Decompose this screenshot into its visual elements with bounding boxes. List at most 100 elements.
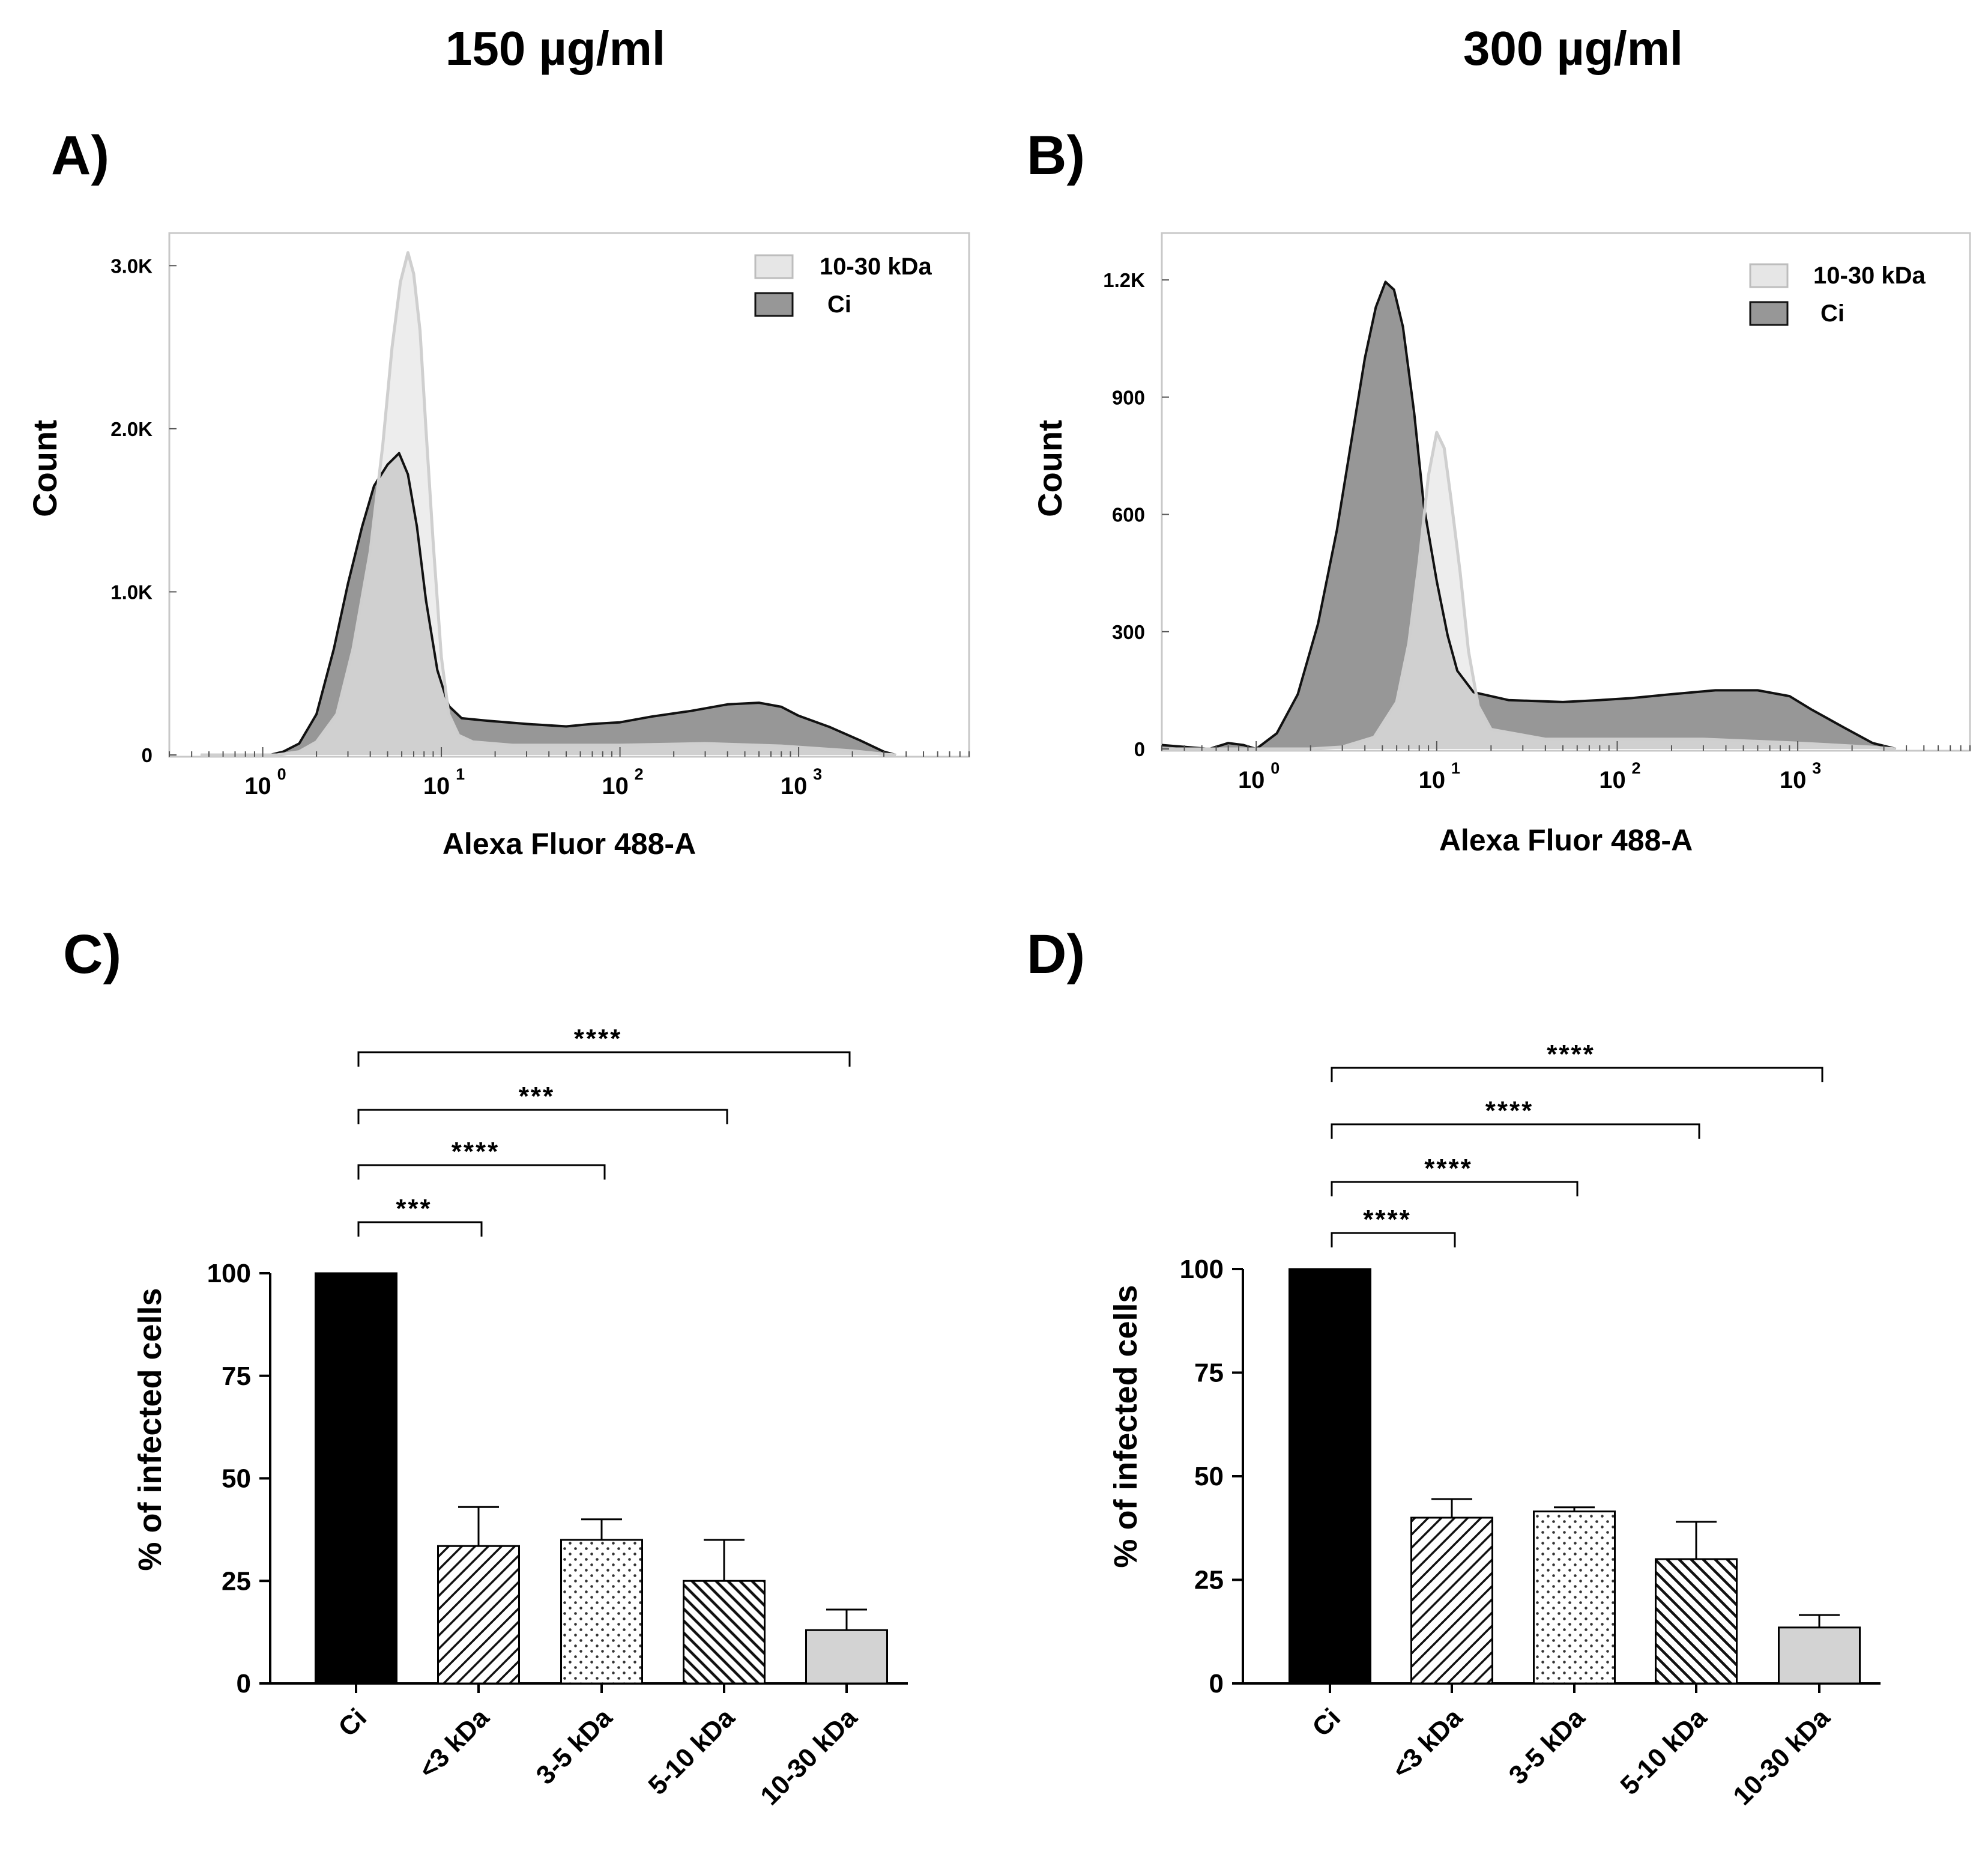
significance-bracket [357,1051,851,1067]
y-tick-label: 100 [1180,1255,1224,1284]
y-tick-label: 0 [142,744,153,766]
y-tick-label: 75 [222,1362,251,1391]
x-axis-label-b: Alexa Fluor 488-A [1439,823,1693,857]
histogram-panel-a: A) 10 0 10 1 10 2 10 3 0 1.0K 2.0K 3.0K 10-30 kDa C… [26,125,970,861]
bar-panel-c: C) 0 25 50 75 100 Ci <3 kDa 3-5 kDa 5-10 kDa 10-3… [63,924,908,1811]
x-tick-exponent: 1 [1451,759,1460,777]
x-tick-label: 10 [602,773,629,799]
x-tick-exponent: 2 [635,765,644,783]
bar-3-kda [437,1545,520,1685]
category-label-3-kda: <3 kDa [1386,1703,1468,1784]
bar-10-30-kda [805,1629,888,1685]
category-label-5-10-kda: 5-10 kDa [642,1703,740,1801]
legend-swatch-ci [1749,301,1789,326]
y-tick-label: 100 [207,1259,251,1288]
bar-10-30-kda [1778,1626,1861,1685]
x-tick-exponent: 0 [1270,759,1280,777]
y-tick-label: 0 [237,1669,251,1698]
significance-label: **** [574,1024,623,1053]
category-label-ci: Ci [333,1703,372,1742]
category-label-3-5-kda: 3-5 kDa [531,1703,618,1790]
x-axis-label-a: Alexa Fluor 488-A [443,827,696,861]
y-tick-label: 50 [222,1464,251,1494]
significance-bracket [1331,1181,1579,1196]
legend-label-10-30kda: 10-30 kDa [820,253,932,280]
x-tick-exponent: 3 [813,765,822,783]
y-tick-label: 300 [1112,621,1145,643]
bar-ci [1289,1268,1371,1685]
bar-ci [315,1272,397,1685]
panel-label-b: B) [1027,125,1085,186]
panel-label-d: D) [1027,924,1085,985]
plot-frame-a [168,232,970,758]
significance-label: **** [1424,1154,1473,1183]
legend-swatch-10-30kda [1749,263,1789,288]
significance-label: **** [1485,1096,1534,1125]
significance-bracket [357,1109,728,1124]
bar-3-5-kda [560,1539,643,1685]
significance-label: *** [519,1082,555,1111]
bar-5-10-kda [683,1580,766,1685]
significance-label: *** [396,1194,432,1223]
bar-panel-d: D) 0 25 50 75 100 Ci <3 kDa 3-5 kDa 5-10 kDa 10-3… [1027,924,1881,1811]
column-title-150: 150 µg/ml [446,22,665,75]
panel-label-c: C) [63,924,121,985]
legend-label-ci: Ci [827,291,851,318]
y-axis-label-a: Count [26,420,64,517]
y-tick-label: 75 [1194,1359,1224,1388]
y-axis-label-d: % of infected cells [1108,1285,1144,1568]
column-title-300: 300 µg/ml [1463,22,1683,75]
x-tick-exponent: 2 [1631,759,1640,777]
y-axis-label-c: % of infected cells [132,1288,168,1571]
x-tick-label: 10 [1780,767,1807,793]
histogram-fill-ci [201,453,896,755]
y-tick-label: 25 [1194,1566,1224,1595]
panel-label-a: A) [51,125,109,186]
significance-label: **** [452,1137,500,1166]
legend-label-10-30kda: 10-30 kDa [1813,262,1926,289]
bar-5-10-kda [1655,1558,1738,1685]
histogram-line-10-30-kda [1162,431,1896,751]
y-tick-label: 2.0K [110,418,153,440]
significance-bracket [1331,1067,1823,1082]
x-tick-label: 10 [781,773,808,799]
histogram-fill-10-30-kda [201,252,896,756]
y-axis-label-b: Count [1031,420,1069,517]
y-tick-label: 1.0K [110,581,153,603]
bar-3-kda [1410,1516,1493,1685]
significance-bracket [357,1221,483,1237]
category-label-3-kda: <3 kDa [413,1703,495,1784]
significance-bracket [357,1164,606,1180]
legend-swatch-ci [754,292,794,317]
category-label-10-30-kda: 10-30 kDa [1727,1703,1835,1811]
x-tick-exponent: 3 [1812,759,1821,777]
category-label-ci: Ci [1307,1703,1346,1742]
x-tick-exponent: 0 [277,765,286,783]
x-tick-label: 10 [423,773,450,799]
x-tick-label: 10 [1238,767,1265,793]
significance-label: **** [1363,1205,1412,1234]
y-tick-label: 600 [1112,504,1145,526]
histogram-line-ci [1161,280,1897,750]
plot-frame-b [1161,232,1971,752]
histogram-panel-b: B) 10 0 10 1 10 2 10 3 0 300 600 900 1.2K 10-30 kDa … [1027,125,1971,857]
x-tick-exponent: 1 [456,765,465,783]
y-tick-label: 50 [1194,1462,1224,1491]
y-tick-label: 25 [222,1566,251,1596]
category-label-10-30-kda: 10-30 kDa [755,1703,863,1811]
significance-bracket [1331,1123,1700,1139]
x-tick-label: 10 [244,773,271,799]
y-tick-label: 3.0K [110,255,153,277]
x-tick-label: 10 [1599,767,1626,793]
y-tick-label: 1.2K [1103,269,1145,291]
histogram-fill-ci [1162,282,1896,749]
y-tick-label: 900 [1112,386,1145,408]
legend-label-ci: Ci [1820,300,1844,327]
y-tick-label: 0 [1134,738,1145,760]
histogram-line-ci [201,452,896,756]
legend-a: 10-30 kDa Ci [754,253,932,318]
significance-bracket [1331,1232,1456,1247]
y-tick-label: 0 [1209,1669,1224,1698]
significance-label: **** [1547,1040,1595,1069]
